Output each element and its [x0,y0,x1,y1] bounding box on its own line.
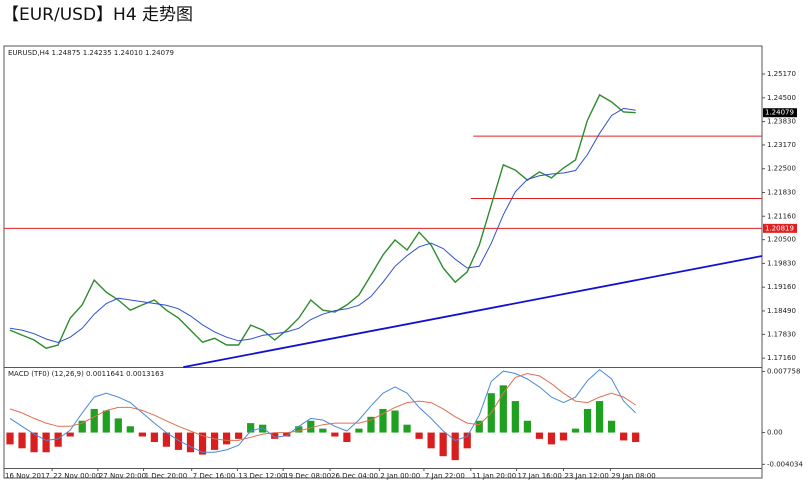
histogram-bar [259,424,267,433]
histogram-bar [307,420,315,433]
current-price-label: 1.24079 [765,109,794,117]
histogram-bar [138,432,146,437]
level-label: 1.20819 [765,224,794,232]
frame [3,45,763,479]
histogram-bar [427,432,435,449]
histogram-bar [343,432,351,443]
histogram-bar [547,432,556,445]
histogram-bar [42,432,50,453]
x-tick-label: 7 Dec 16:00 [193,472,236,480]
histogram-bar [451,432,459,461]
histogram-bar [355,428,363,433]
histogram-bar [235,432,243,439]
histogram-bar [379,408,387,433]
y-tick-label: 1.21160 [767,212,796,220]
histogram-bar [607,420,616,433]
y-tick-label: 1.20500 [767,236,796,244]
histogram-bar [198,432,207,455]
histogram-bar [391,410,399,433]
histogram-bar [511,401,519,433]
histogram-bar [90,408,98,433]
x-tick-label: 1 Dec 20:00 [145,472,188,480]
y-tick-label: 1.19160 [767,283,796,291]
y-tick-label: 1.23830 [767,118,796,126]
x-tick-label: 7 Jan 22:00 [425,472,465,480]
price-line [9,93,636,349]
x-tick-label: 2 Jan 00:00 [380,472,420,480]
x-tick-label: 19 Dec 08:00 [284,472,331,480]
indicator-line [9,372,636,441]
y-tick-label: 1.21830 [767,188,796,196]
histogram-bar [283,432,291,437]
histogram-bar [571,428,580,433]
y-tick-label: 0.00 [767,429,783,437]
histogram-bar [499,385,507,433]
histogram-bar [210,432,219,450]
trend-line [183,255,763,369]
histogram-bar [415,432,423,439]
histogram-bar [114,418,122,433]
x-tick-label: 23 Jan 12:00 [564,472,608,480]
histogram-bar [559,432,568,441]
current-price-box [763,108,797,118]
histogram-bar [583,408,592,433]
y-tick-label: 1.19830 [767,259,796,267]
histogram-bar [174,432,183,450]
histogram-bar [632,432,640,443]
x-tick-label: 29 Jan 08:00 [611,472,655,480]
histogram-bar [186,432,195,453]
indicator-label: MACD (TF0) (12,26,9) 0.0011641 0.0013163 [8,370,164,378]
histogram-bar [535,432,544,439]
histogram-bar [295,426,303,433]
y-tick-label: 1.22500 [767,165,796,173]
price-line [9,107,636,344]
y-tick-label: 1.17160 [767,354,796,362]
histogram-bar [620,432,628,441]
histogram-bar [331,432,339,437]
symbol-header: EURUSD,H4 1.24875 1.24235 1.24010 1.2407… [8,49,174,57]
x-tick-label: 17 Jan 16:00 [518,472,562,480]
y-tick-label: 1.24500 [767,94,796,102]
histogram-bar [18,432,26,449]
histogram-bar [595,401,604,433]
x-tick-label: 16 Nov 2017 [5,472,50,480]
histogram-bar [247,423,255,433]
histogram-bar [222,432,231,445]
y-tick-label: 0.007758 [767,367,800,375]
histogram-bar [439,432,447,457]
histogram-bar [66,432,74,437]
histogram-bar [54,432,62,447]
histogram-bar [319,428,327,433]
y-tick-label: 1.23170 [767,141,796,149]
histogram-bar [475,420,483,433]
histogram-bar [403,424,411,433]
histogram-bar [162,432,171,447]
level-label-box [763,223,797,233]
x-tick-label: 26 Dec 04:00 [331,472,378,480]
x-tick-label: 22 Nov 00:00 [53,472,100,480]
histogram-bar [30,432,38,453]
histogram-bar [6,432,14,445]
histogram-bar [150,432,159,443]
y-tick-label: 1.17830 [767,330,796,338]
histogram-bar [523,420,531,433]
y-tick-label: -0.004034 [767,460,803,468]
y-tick-label: 1.18490 [767,307,796,315]
indicator-line [9,368,637,453]
histogram-bar [463,432,471,449]
y-tick-label: 1.25170 [767,70,796,78]
histogram-bar [126,426,134,433]
x-tick-label: 13 Dec 12:00 [238,472,285,480]
histogram-bar [78,420,86,433]
x-tick-label: 27 Nov 20:00 [99,472,146,480]
histogram-bar [271,432,279,439]
histogram-bar [102,410,110,433]
page-title: 【EUR/USD】H4 走势图 [2,5,193,25]
x-tick-label: 11 Jan 20:00 [472,472,516,480]
histogram-bar [367,416,375,433]
